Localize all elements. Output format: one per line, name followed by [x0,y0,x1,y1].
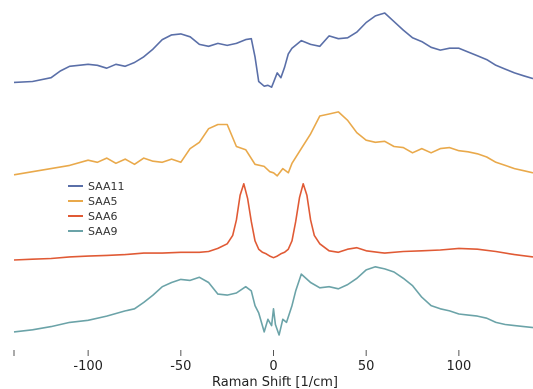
series-line-saa11 [13,12,533,88]
series-line-saa9 [13,266,533,336]
x-tick-label: 0 [269,359,277,374]
legend-label-saa11: SAA11 [88,180,125,193]
x-axis: -100 -50 0 50 100 [13,350,471,374]
x-tick-label: -100 [73,359,103,374]
series-layer [13,12,533,336]
legend-label-saa9: SAA9 [88,225,118,238]
x-tick-label: -50 [170,359,191,374]
legend-label-saa5: SAA5 [88,195,118,208]
legend-label-saa6: SAA6 [88,210,118,223]
x-axis-title: Raman Shift [1/cm] [212,375,338,389]
legend: SAA11 SAA5 SAA6 SAA9 [68,180,125,238]
series-line-saa5 [13,111,533,177]
x-tick-label: 100 [446,359,471,374]
x-tick-label: 50 [358,359,375,374]
series-line-saa6 [13,183,533,261]
